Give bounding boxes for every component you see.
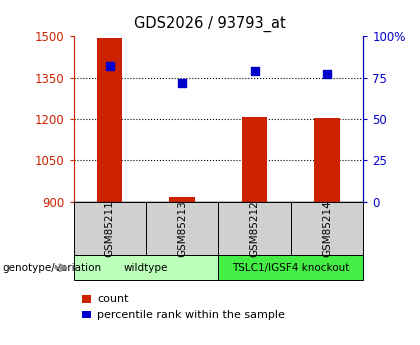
Text: genotype/variation: genotype/variation bbox=[2, 263, 101, 273]
Text: wildtype: wildtype bbox=[124, 263, 168, 273]
Text: count: count bbox=[97, 294, 129, 304]
Point bbox=[179, 80, 186, 85]
Text: GSM85211: GSM85211 bbox=[105, 200, 115, 257]
Text: TSLC1/IGSF4 knockout: TSLC1/IGSF4 knockout bbox=[232, 263, 349, 273]
Bar bbox=[170, 197, 195, 202]
Point bbox=[106, 63, 113, 69]
Point bbox=[251, 68, 258, 74]
Bar bbox=[315, 118, 340, 202]
Text: GDS2026 / 93793_at: GDS2026 / 93793_at bbox=[134, 16, 286, 32]
Text: percentile rank within the sample: percentile rank within the sample bbox=[97, 310, 285, 319]
Text: GSM85212: GSM85212 bbox=[249, 200, 260, 257]
Text: GSM85213: GSM85213 bbox=[177, 200, 187, 257]
Text: GSM85214: GSM85214 bbox=[322, 200, 332, 257]
Bar bbox=[242, 117, 267, 202]
Bar bbox=[97, 38, 122, 202]
Point bbox=[324, 71, 331, 77]
